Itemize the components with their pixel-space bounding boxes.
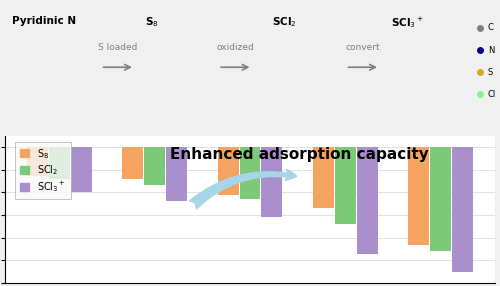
Bar [262, 147, 282, 217]
Bar [49, 147, 70, 179]
Bar [430, 147, 451, 251]
Text: S$_8$: S$_8$ [145, 15, 159, 29]
Bar [408, 147, 429, 245]
Bar [452, 147, 472, 272]
Bar [334, 147, 355, 224]
Bar [71, 147, 92, 192]
Bar [356, 147, 378, 254]
Legend: S$_8$, SCl$_2$, SCl$_3$$^+$: S$_8$, SCl$_2$, SCl$_3$$^+$ [15, 142, 70, 199]
Text: SCl$_2$: SCl$_2$ [272, 15, 296, 29]
Text: Enhanced adsorption capacity: Enhanced adsorption capacity [170, 147, 428, 162]
Bar [218, 147, 238, 194]
Text: oxidized: oxidized [216, 43, 254, 52]
Text: Pyridinic N: Pyridinic N [12, 15, 76, 25]
Bar [313, 147, 334, 208]
Text: convert: convert [346, 43, 380, 52]
Text: Cl: Cl [488, 90, 496, 99]
Bar [166, 147, 187, 201]
Text: C: C [488, 23, 494, 32]
Bar [240, 147, 260, 199]
Text: N: N [488, 45, 494, 55]
Bar [28, 147, 48, 176]
Text: S loaded: S loaded [98, 43, 138, 52]
Bar [144, 147, 166, 186]
Text: SCl$_3$$^+$: SCl$_3$$^+$ [390, 15, 423, 31]
Bar [122, 147, 144, 179]
Text: S: S [488, 68, 493, 77]
